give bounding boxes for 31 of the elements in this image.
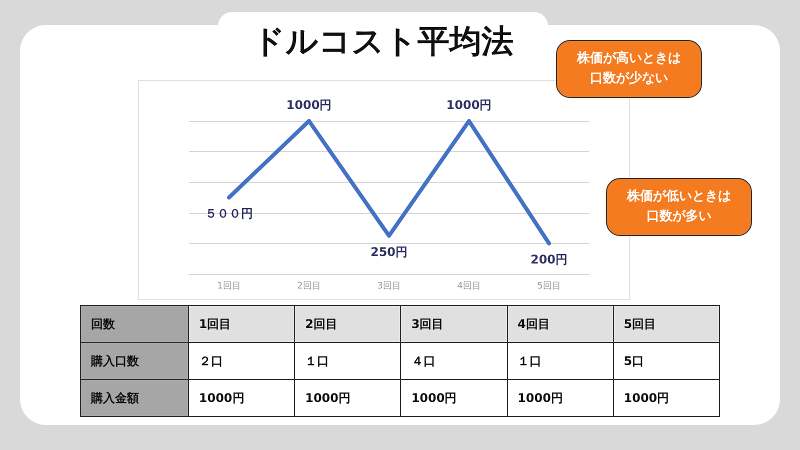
text: 株価が高いときは口数が少ない [556,40,702,98]
text: １口 [507,342,614,380]
chart-title: ドルコスト平均法 [252,21,514,62]
text: 株価が低いときは口数が多い [606,178,752,236]
text: 5回目 [613,306,720,342]
data-label: 1000円 [286,98,332,112]
text: ４口 [400,342,508,380]
text: 1000円 [294,380,401,416]
text: 5口 [613,342,720,380]
data-label: 200円 [530,252,568,266]
data-label: ５００円 [205,206,253,220]
text: 回数 [80,306,188,342]
text: 3回目 [400,306,508,342]
data-label: 1000円 [446,98,492,112]
x-tick-label: 3回目 [377,282,401,292]
text: 4回目 [507,306,614,342]
text: 1000円 [400,380,508,416]
text: １口 [294,342,401,380]
text: 購入金額 [80,380,188,416]
data-label: 250円 [370,244,408,259]
text: 1000円 [188,380,295,416]
x-tick-label: 4回目 [457,282,481,292]
text: 1回目 [188,306,295,342]
text: 2回目 [294,306,401,342]
x-tick-label: 5回目 [537,282,561,292]
text: 購入口数 [80,342,188,380]
x-tick-label: 2回目 [297,282,321,292]
text: 1000円 [507,380,614,416]
text: ２口 [188,342,295,380]
x-tick-label: 1回目 [217,282,241,292]
text: 1000円 [613,380,720,416]
